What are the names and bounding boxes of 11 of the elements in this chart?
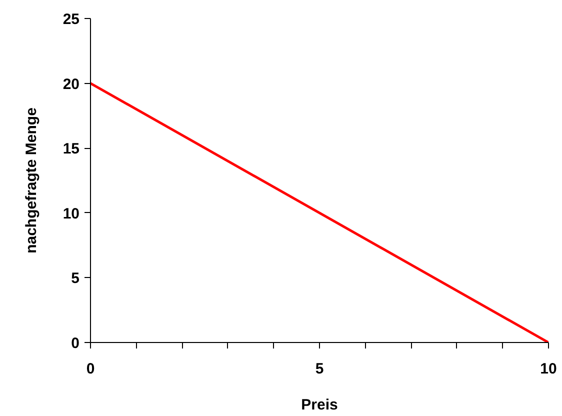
- x-axis-title: Preis: [301, 396, 338, 414]
- x-tick-label: 10: [540, 360, 557, 378]
- y-axis-title: nachgefragte Menge: [22, 108, 40, 254]
- x-tick-label: 0: [86, 360, 95, 378]
- x-tick-label: 5: [315, 360, 324, 378]
- y-tick-label: 20: [62, 76, 80, 93]
- y-tick-label: 15: [62, 140, 80, 158]
- y-tick-label: 5: [71, 270, 80, 288]
- y-tick-label: 25: [62, 11, 80, 28]
- y-tick-label: 10: [62, 205, 80, 222]
- y-tick-label: 0: [71, 335, 80, 352]
